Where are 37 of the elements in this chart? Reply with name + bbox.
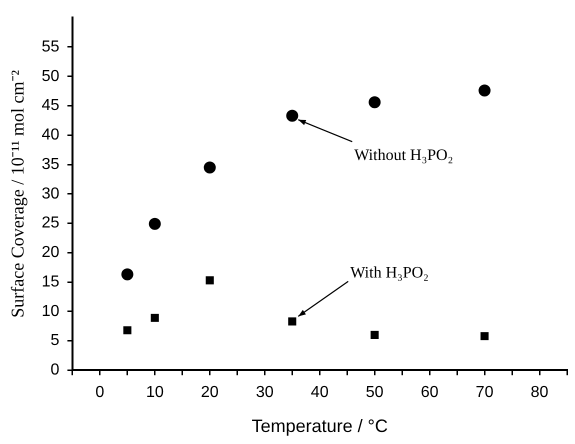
y-tick-label: 15	[42, 273, 60, 290]
point	[150, 314, 159, 322]
y-tick-label: 0	[50, 362, 60, 379]
y-axis-title: Surface Coverage / 10⁻¹¹ mol cm⁻²	[8, 70, 28, 318]
x-tick-label: 80	[530, 384, 549, 402]
x-tick-label: 50	[366, 384, 384, 402]
annotation: Without H₃PO₂	[354, 146, 454, 164]
annotation: With H₃PO₂	[350, 264, 429, 282]
x-tick-label: 70	[476, 384, 494, 402]
x-tick-label: 0	[95, 384, 104, 402]
y-tick-label: 10	[42, 302, 60, 320]
point	[286, 110, 298, 122]
y-tick-label: 30	[42, 185, 60, 202]
point	[121, 268, 134, 280]
x-axis-title: Temperature / °C	[252, 416, 388, 436]
point	[480, 332, 489, 340]
point	[123, 326, 132, 334]
y-tick-label: 35	[42, 156, 60, 173]
y-tick-label: 45	[42, 97, 60, 114]
y-tick-label: 25	[42, 214, 60, 232]
x-tick-label: 20	[200, 384, 219, 402]
x-tick-label: 40	[310, 384, 329, 402]
point	[204, 161, 216, 174]
y-tick-label: 20	[42, 244, 60, 262]
y-tick-label: 5	[50, 332, 60, 350]
point	[206, 276, 214, 284]
point	[148, 218, 161, 230]
x-tick-label: 60	[420, 384, 439, 402]
point	[478, 84, 491, 96]
y-tick-label: 50	[42, 68, 60, 85]
x-tick-label: 30	[256, 384, 274, 402]
y-tick-label: 55	[42, 38, 60, 56]
point	[368, 96, 381, 108]
y-tick-label: 40	[42, 126, 60, 144]
x-tick-label: 10	[146, 384, 164, 402]
point	[370, 330, 379, 339]
point	[288, 317, 296, 326]
